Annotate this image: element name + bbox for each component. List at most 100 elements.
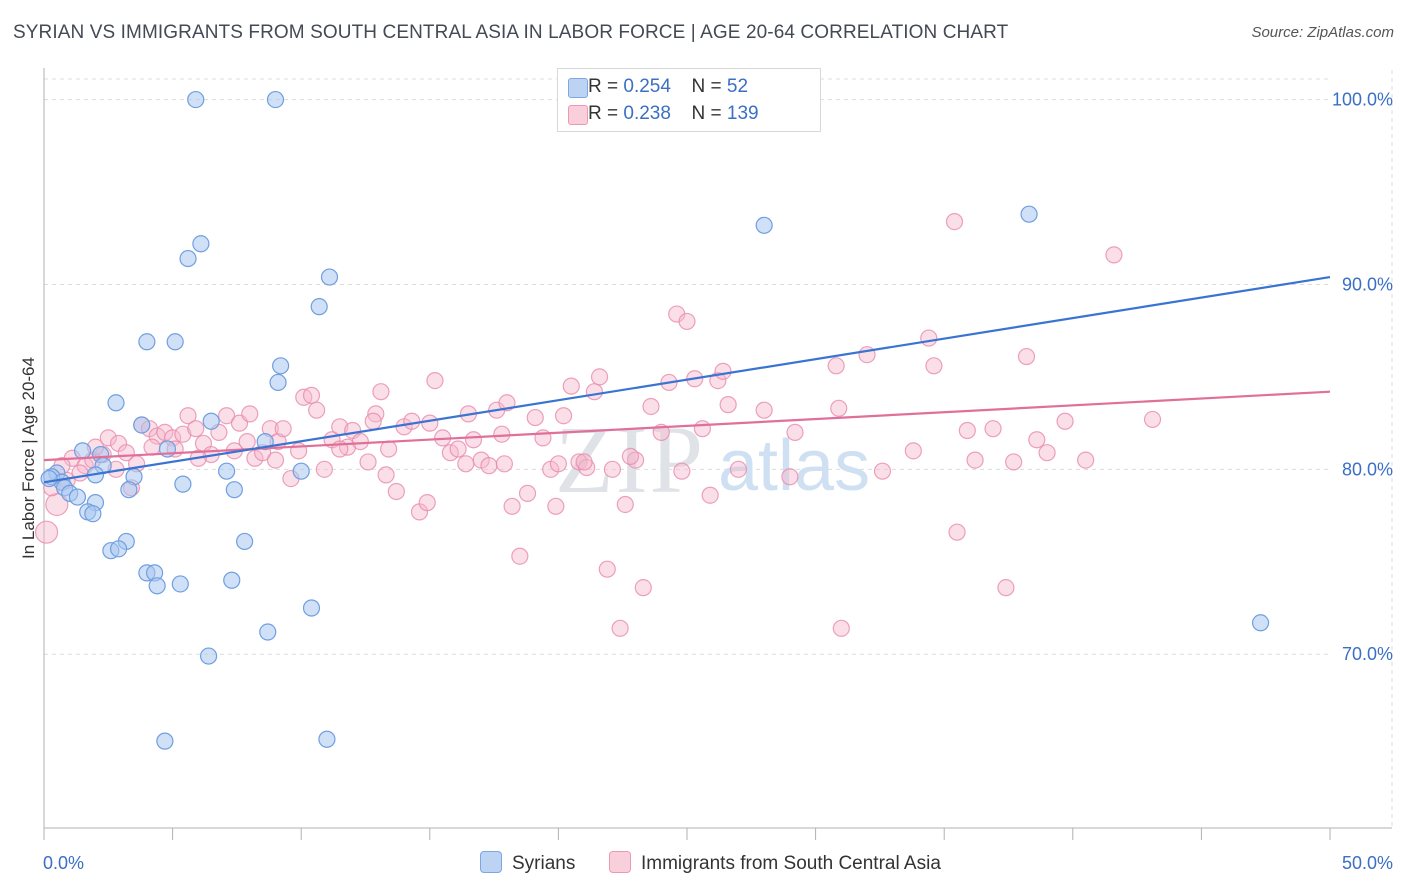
syrians-point (310, 298, 328, 316)
immigrants-point (359, 453, 377, 471)
y-tick-label: 70.0% (1342, 644, 1393, 664)
immigrants-point (925, 357, 943, 375)
legend-swatch-syrians (568, 78, 588, 98)
immigrants-point (729, 460, 748, 478)
immigrants-point (562, 377, 580, 395)
syrians-point (1020, 205, 1038, 223)
bottom-legend-syrians: Syrians (480, 851, 575, 877)
x-tick-label: 50.0% (1342, 853, 1393, 873)
immigrants-point (71, 464, 89, 482)
immigrants-point (755, 401, 773, 419)
immigrants-point (238, 433, 256, 451)
immigrants-point (549, 455, 568, 473)
immigrants-point (904, 442, 922, 460)
immigrants-point (585, 383, 604, 401)
immigrants-point (832, 619, 850, 637)
bottom-legend-swatch-immigrants (609, 851, 631, 873)
immigrants-point (621, 447, 640, 465)
syrians-point (171, 575, 189, 593)
syrians-point (187, 90, 205, 109)
legend-n-value: 52 (726, 76, 749, 97)
immigrants-point (315, 460, 333, 478)
immigrants-point (364, 412, 382, 430)
bottom-legend-label-immigrants: Immigrants from South Central Asia (641, 853, 941, 874)
syrians-point (292, 462, 310, 480)
syrians-trend-line (43, 275, 1331, 484)
legend-n-label: N = (691, 76, 722, 97)
immigrants-point (266, 451, 285, 469)
legend-n-label: N = (691, 103, 722, 124)
syrians-point (179, 249, 197, 268)
immigrants-point (464, 431, 483, 449)
immigrants-point (495, 455, 513, 473)
immigrants-point (1056, 412, 1074, 430)
immigrants-point (418, 494, 436, 512)
syrians-point (259, 623, 277, 641)
syrians-point (40, 469, 58, 488)
syrians-point (225, 481, 243, 499)
syrians-point (84, 505, 102, 523)
correlation-legend: R = 0.254 N = 52 R = 0.238 N = 139 (557, 68, 821, 132)
immigrants-point (351, 433, 369, 451)
immigrants-point (187, 420, 205, 438)
syrians-point (156, 732, 174, 750)
syrians-point (166, 333, 184, 351)
syrians-point (148, 577, 166, 595)
syrians-point (269, 373, 287, 392)
immigrants-point (218, 407, 236, 425)
immigrants-point (958, 421, 976, 440)
immigrants-point (493, 425, 511, 443)
syrians-point (223, 571, 241, 589)
immigrants-point (590, 368, 609, 386)
syrians-point (138, 333, 156, 351)
immigrants-point (1005, 453, 1023, 471)
syrians-point (302, 599, 321, 617)
immigrants-point (174, 425, 192, 443)
immigrants-point (1017, 347, 1036, 366)
legend-r-label: R = (588, 76, 619, 97)
immigrants-point (827, 357, 845, 375)
immigrants-point (616, 495, 634, 514)
immigrants-point (457, 455, 475, 473)
syrians-point (236, 532, 254, 551)
syrians-point (218, 462, 236, 480)
legend-swatch-immigrants (568, 105, 588, 125)
syrians-point (133, 416, 151, 434)
immigrants-point (634, 579, 652, 597)
legend-row-immigrants: R = 0.238 N = 139 (568, 102, 759, 126)
legend-r-label: R = (588, 103, 619, 124)
syrians-point (202, 412, 220, 430)
syrians-point (174, 475, 192, 493)
immigrants-point (547, 497, 565, 515)
immigrants-point (945, 213, 964, 231)
legend-r-value: 0.238 (623, 103, 671, 124)
syrians-point (120, 481, 138, 499)
immigrants-point (673, 462, 691, 480)
immigrants-point (920, 329, 938, 347)
immigrants-point (1038, 444, 1056, 462)
watermark-zip: ZIP (555, 406, 705, 513)
immigrants-point (380, 440, 398, 458)
immigrants-point (1077, 451, 1095, 469)
immigrants-point (598, 560, 616, 578)
immigrants-point (693, 420, 712, 438)
immigrants-point (830, 399, 848, 417)
syrians-point (755, 216, 773, 234)
immigrants-point (575, 453, 593, 471)
syrians-point (109, 540, 128, 558)
immigrants-point (511, 547, 529, 565)
immigrants-point (1105, 246, 1123, 264)
immigrants-point (518, 484, 537, 502)
immigrants-point (781, 468, 799, 486)
immigrants-point (403, 412, 421, 430)
immigrants-point (603, 460, 622, 478)
trend-lines (43, 275, 1331, 484)
syrians-point (266, 90, 285, 109)
immigrants-point (274, 420, 292, 438)
chart-title: SYRIAN VS IMMIGRANTS FROM SOUTH CENTRAL … (13, 22, 1009, 43)
tick-labels: 70.0% 80.0% 90.0% 100.0% 0.0% 50.0% (43, 90, 1393, 873)
immigrants-point (966, 451, 984, 469)
syrians-point (192, 235, 210, 253)
syrians-point (73, 442, 92, 460)
